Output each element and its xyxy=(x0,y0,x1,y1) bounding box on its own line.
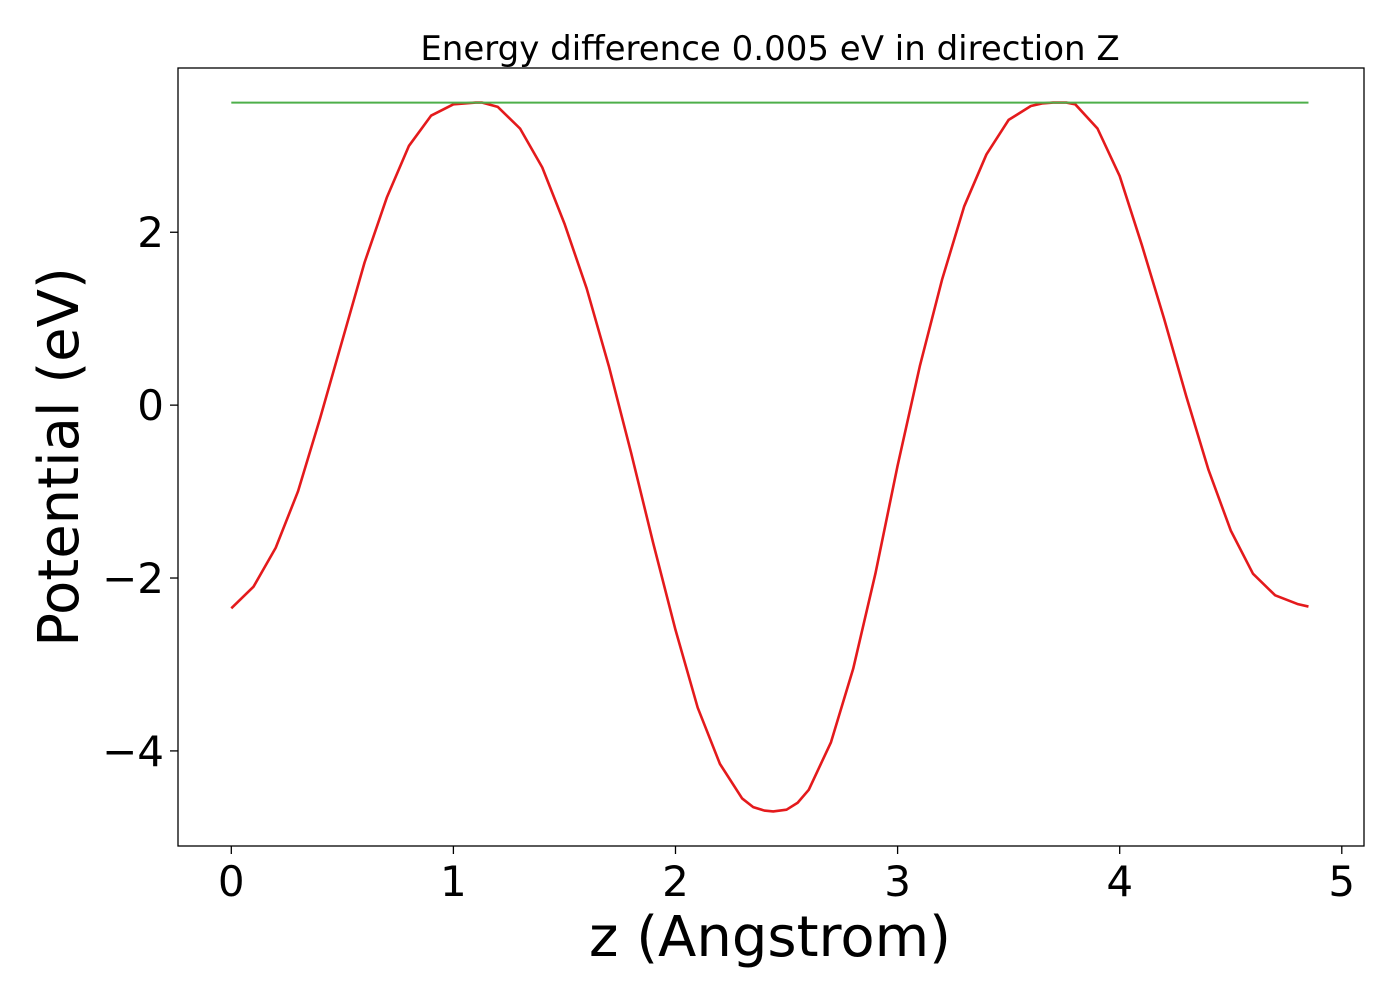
series-line-1 xyxy=(230,101,1309,813)
y-tick-label: −2 xyxy=(102,554,164,603)
x-tick-label: 0 xyxy=(218,857,245,906)
series-group xyxy=(230,101,1309,813)
x-tick-label: 4 xyxy=(1106,857,1133,906)
y-tick-label: 0 xyxy=(137,381,164,430)
x-axis-ticks: 0 1 2 3 4 5 xyxy=(218,846,1355,906)
x-tick-label: 5 xyxy=(1328,857,1355,906)
y-axis-label: Potential (eV) xyxy=(27,267,92,647)
y-axis-ticks: −4 −2 0 2 xyxy=(102,208,178,776)
x-axis-label: z (Angstrom) xyxy=(589,905,951,970)
plot-area-frame xyxy=(177,67,1365,847)
x-tick-label: 3 xyxy=(884,857,911,906)
y-tick-label: −4 xyxy=(102,727,164,776)
y-tick-label: 2 xyxy=(137,208,164,257)
x-tick-label: 1 xyxy=(440,857,467,906)
chart-title: Energy difference 0.005 eV in direction … xyxy=(420,29,1119,69)
x-tick-label: 2 xyxy=(662,857,689,906)
